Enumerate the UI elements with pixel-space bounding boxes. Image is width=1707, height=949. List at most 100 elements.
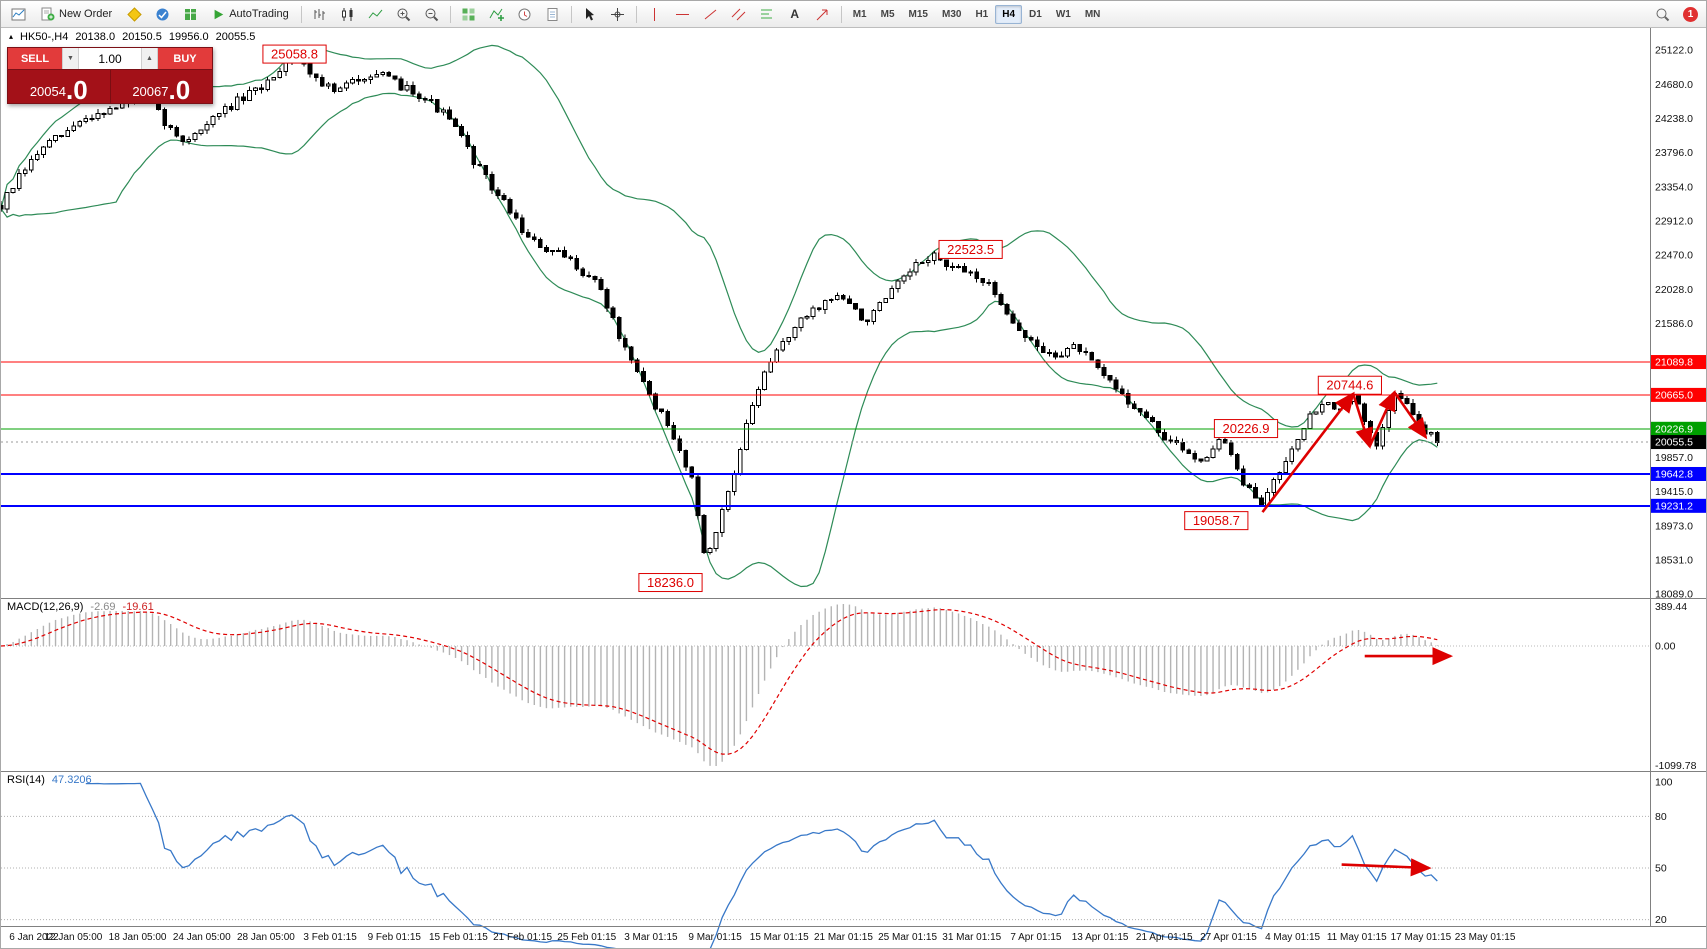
tf-m30-button[interactable]: M30 [935,5,968,24]
volume-decrease-button[interactable]: ▼ [62,48,79,69]
svg-text:18531.0: 18531.0 [1655,555,1693,567]
svg-text:18236.0: 18236.0 [647,575,694,590]
buy-price-main: 20067 [132,84,169,99]
svg-text:4 May 01:15: 4 May 01:15 [1265,932,1320,943]
svg-text:22028.0: 22028.0 [1655,284,1693,296]
trendline-button[interactable] [698,3,724,25]
open-value: 20138.0 [75,31,116,43]
vertical-line-icon [654,7,656,21]
svg-text:21 Feb 01:15: 21 Feb 01:15 [493,932,552,943]
svg-text:24 Jan 05:00: 24 Jan 05:00 [173,932,231,943]
tf-m1-button[interactable]: M1 [846,5,874,24]
svg-text:19231.2: 19231.2 [1655,500,1693,512]
volume-input[interactable] [79,48,141,69]
toolbar-separator [300,5,302,23]
tf-d1-button[interactable]: D1 [1022,5,1049,24]
svg-text:19415.0: 19415.0 [1655,486,1693,498]
market-watch-button[interactable] [149,3,175,25]
horizontal-lines[interactable] [1,361,1650,507]
svg-text:15 Mar 01:15: 15 Mar 01:15 [750,932,809,943]
text-tool-button[interactable]: A [782,3,808,25]
rsi-name: RSI(14) [7,774,45,786]
notification-badge[interactable]: 1 [1683,6,1698,22]
svg-text:9 Feb 01:15: 9 Feb 01:15 [368,932,422,943]
svg-text:7 Apr 01:15: 7 Apr 01:15 [1010,932,1062,943]
templates-button[interactable] [540,3,566,25]
data-window-button[interactable] [177,3,203,25]
autotrading-label: AutoTrading [229,8,289,20]
horizontal-line-icon [676,13,690,15]
new-order-button[interactable]: New Order [33,4,119,24]
toolbar-separator [635,5,637,23]
volume-increase-button[interactable]: ▲ [141,48,158,69]
svg-text:20226.9: 20226.9 [1655,423,1693,435]
channel-icon [731,8,746,20]
one-click-toggle-icon[interactable]: ▴ [9,32,14,41]
zoom-out-button[interactable] [419,3,445,25]
new-order-icon [41,7,55,20]
horizontal-line-button[interactable] [670,3,696,25]
fibonacci-button[interactable] [754,3,780,25]
tile-windows-button[interactable] [456,3,482,25]
arrow-tool-button[interactable] [810,3,836,25]
macd-name: MACD(12,26,9) [7,601,84,613]
search-button[interactable] [1649,3,1675,25]
macd-indicator [1,604,1650,766]
svg-text:27 Apr 01:15: 27 Apr 01:15 [1200,932,1257,943]
bar-chart-button[interactable] [307,3,333,25]
svg-text:22470.0: 22470.0 [1655,250,1693,262]
tf-h1-button[interactable]: H1 [968,5,995,24]
svg-text:3 Mar 01:15: 3 Mar 01:15 [624,932,678,943]
channel-button[interactable] [726,3,752,25]
price-axis-labels: 25122.0 24680.0 24238.0 23796.0 23354.0 22912… [1651,45,1706,601]
price-callouts[interactable]: 25058.8 22523.5 20744.6 20226.9 19058.7 18236… [262,44,1382,593]
text-tool-icon: A [790,7,800,21]
svg-text:23354.0: 23354.0 [1655,181,1693,193]
macd-signal-value: -19.61 [122,601,154,613]
clock-icon [518,8,531,20]
svg-text:-1099.78: -1099.78 [1655,760,1697,772]
svg-text:22523.5: 22523.5 [947,242,994,257]
buy-button[interactable]: BUY [158,48,212,69]
toolbar-separator [570,5,572,23]
tf-h4-button[interactable]: H4 [995,4,1023,24]
trend-arrows[interactable] [1261,389,1454,877]
candlestick-chart-button[interactable] [335,3,361,25]
svg-text:19642.8: 19642.8 [1655,468,1693,480]
crosshair-button[interactable] [605,3,631,25]
bar-chart-icon [314,8,326,20]
add-indicator-button[interactable] [484,3,510,25]
buy-price-button[interactable]: 20067.0 [110,70,212,105]
candlestick-icon [342,7,353,21]
new-chart-icon[interactable] [5,3,31,25]
macd-main-value: -2.69 [90,601,116,613]
metaeditor-button[interactable] [121,3,147,25]
tf-w1-button[interactable]: W1 [1049,5,1078,24]
svg-text:100: 100 [1655,777,1673,789]
autotrading-button[interactable]: AutoTrading [205,4,296,24]
tf-m15-button[interactable]: M15 [902,5,935,24]
vertical-line-button[interactable] [642,3,668,25]
tf-m5-button[interactable]: M5 [874,5,902,24]
svg-text:23 May 01:15: 23 May 01:15 [1455,932,1516,943]
tf-mn-button[interactable]: MN [1078,5,1108,24]
cursor-button[interactable] [577,3,603,25]
svg-text:13 Apr 01:15: 13 Apr 01:15 [1072,932,1129,943]
symbol-ohlc-bar: ▴ HK50-,H4 20138.0 20150.5 19956.0 20055… [9,31,255,43]
buy-price-big: .0 [168,74,191,105]
svg-text:19058.7: 19058.7 [1193,513,1240,528]
sell-button[interactable]: SELL [8,48,62,69]
chart-canvas[interactable]: 25122.0 24680.0 24238.0 23796.0 23354.0 22912… [1,27,1707,949]
svg-text:20: 20 [1655,914,1667,926]
svg-text:6 Jan 2022: 6 Jan 2022 [9,932,59,943]
svg-text:24680.0: 24680.0 [1655,79,1693,91]
zoom-in-button[interactable] [391,3,417,25]
play-icon [214,9,224,19]
svg-text:21 Mar 01:15: 21 Mar 01:15 [814,932,873,943]
period-button[interactable] [512,3,538,25]
macd-label: MACD(12,26,9) -2.69 -19.61 [7,601,154,613]
line-chart-button[interactable] [363,3,389,25]
zoom-in-icon [397,8,411,21]
sell-price-button[interactable]: 20054.0 [8,70,110,103]
